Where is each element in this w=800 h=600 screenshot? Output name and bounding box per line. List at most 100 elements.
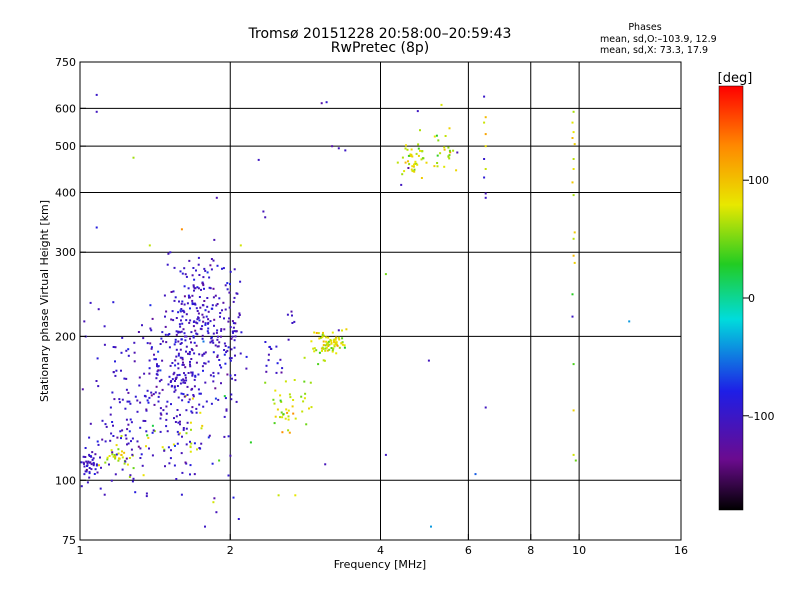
o-mode-point [227, 346, 230, 349]
x-mode-point [315, 332, 318, 334]
x-mode-point [401, 173, 404, 176]
o-mode-point [153, 403, 156, 406]
x-mode-point [285, 408, 288, 411]
o-mode-point [217, 372, 220, 375]
o-mode-point [201, 334, 204, 337]
o-mode-point [179, 423, 181, 426]
o-mode-point [179, 356, 182, 359]
o-mode-point [118, 401, 121, 404]
o-mode-point [125, 457, 128, 460]
o-mode-point [183, 372, 185, 375]
o-mode-point [220, 366, 223, 369]
o-mode-point [189, 440, 191, 443]
o-mode-point [184, 381, 187, 384]
x-mode-point [405, 144, 407, 147]
o-mode-point [264, 341, 267, 343]
x-mode-point [303, 356, 306, 359]
o-mode-point [204, 323, 207, 326]
o-mode-point [127, 391, 130, 394]
o-mode-point [232, 496, 235, 499]
o-mode-point [204, 269, 207, 272]
o-mode-point [112, 424, 114, 427]
o-mode-point [184, 335, 186, 338]
o-mode-point [208, 286, 211, 289]
o-mode-point [187, 352, 189, 355]
x-mode-point [417, 154, 420, 157]
o-mode-point [195, 411, 198, 414]
x-mode-point [448, 154, 451, 157]
x-mode-point [201, 424, 204, 427]
o-mode-point [127, 423, 130, 426]
x-mode-point [419, 129, 421, 132]
x-mode-point [106, 456, 109, 459]
o-mode-point [162, 340, 164, 343]
x-mode-point [277, 494, 280, 497]
o-mode-point [212, 259, 215, 262]
o-mode-point [207, 436, 210, 439]
x-mode-point [324, 347, 327, 350]
o-mode-point [181, 363, 184, 366]
x-mode-point [313, 347, 316, 350]
o-mode-point [171, 310, 174, 313]
o-mode-point [96, 440, 99, 443]
x-mode-point [341, 337, 344, 340]
o-mode-point [232, 326, 235, 329]
o-mode-point [202, 405, 205, 408]
o-mode-point [191, 374, 194, 377]
o-mode-point [105, 425, 108, 428]
x-mode-point [331, 331, 334, 334]
x-mode-point [416, 163, 419, 166]
o-mode-point [115, 453, 118, 456]
o-mode-point [226, 373, 229, 376]
x-mode-point [273, 402, 276, 405]
o-mode-point [195, 361, 198, 364]
o-mode-point [156, 370, 159, 373]
o-mode-point [210, 258, 213, 260]
o-mode-point [150, 347, 153, 350]
x-mode-point [407, 154, 410, 157]
o-mode-point [112, 301, 115, 304]
o-mode-point [203, 267, 206, 270]
o-mode-point [238, 314, 241, 316]
o-mode-point [216, 345, 219, 348]
x-mode-point [310, 340, 313, 343]
o-mode-point [140, 453, 143, 456]
o-mode-point [202, 320, 205, 323]
o-mode-point [91, 451, 94, 454]
o-mode-point [181, 399, 184, 402]
x-mode-point [180, 228, 183, 231]
o-mode-point [456, 151, 459, 154]
x-mode-point [294, 417, 297, 420]
o-mode-point [126, 400, 129, 403]
x-mode-point [273, 422, 276, 425]
o-mode-point [228, 357, 231, 360]
x-mode-point [334, 338, 337, 341]
x-mode-point [121, 456, 124, 459]
o-mode-point [184, 374, 187, 377]
o-mode-point [239, 352, 242, 355]
o-mode-point [126, 428, 129, 431]
o-mode-point [114, 346, 117, 349]
x-mode-point [404, 161, 407, 164]
o-mode-point [186, 385, 189, 388]
o-mode-point [207, 322, 209, 325]
o-mode-point [180, 308, 183, 310]
o-mode-point [182, 393, 185, 396]
o-mode-point [210, 268, 213, 271]
o-mode-point [144, 395, 147, 398]
o-mode-point [245, 355, 248, 358]
o-mode-point [167, 446, 170, 449]
o-mode-point [95, 464, 98, 467]
o-mode-point [212, 375, 215, 378]
o-mode-point [120, 369, 122, 372]
o-mode-point [192, 394, 195, 396]
o-mode-point [219, 335, 222, 338]
o-mode-point [195, 307, 198, 310]
o-mode-point [223, 317, 225, 320]
x-mode-point [401, 156, 404, 159]
o-mode-point [230, 337, 233, 340]
o-mode-point [219, 315, 221, 318]
x-tick-label: 4 [377, 544, 384, 557]
o-mode-point [90, 468, 93, 471]
x-mode-point [300, 395, 303, 398]
